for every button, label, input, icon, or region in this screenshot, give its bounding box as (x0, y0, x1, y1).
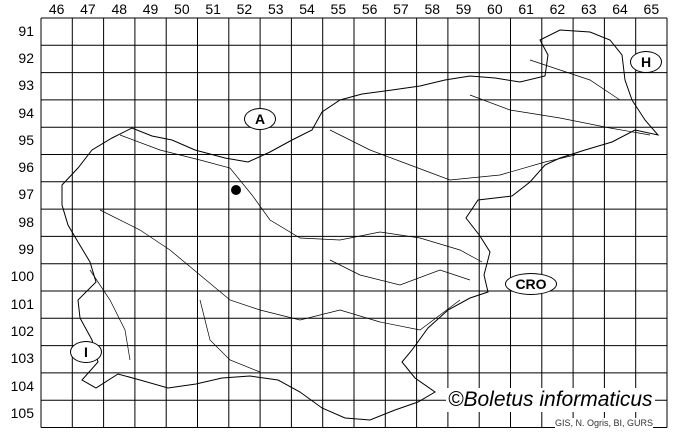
row-label: 104 (10, 377, 34, 394)
column-label: 49 (142, 1, 159, 17)
row-label: 96 (18, 159, 34, 176)
column-label: 62 (549, 1, 566, 17)
row-label: 101 (10, 295, 34, 312)
column-label: 54 (299, 1, 315, 17)
country-label-hungary: H (630, 51, 662, 73)
column-label: 61 (518, 1, 534, 17)
country-border (61, 29, 660, 421)
row-label: 98 (18, 213, 34, 230)
row-label: 93 (18, 77, 34, 94)
column-label: 60 (487, 1, 503, 17)
country-label-croatia: CRO (505, 273, 557, 295)
rivers (89, 59, 651, 373)
row-label: 91 (18, 22, 34, 39)
row-label: 95 (18, 131, 34, 148)
column-label: 56 (361, 1, 378, 17)
row-label: 92 (18, 49, 34, 66)
row-label: 97 (18, 186, 34, 203)
country-label-austria: A (244, 108, 276, 130)
column-label: 50 (174, 1, 190, 17)
row-label: 99 (18, 241, 34, 258)
column-label: 51 (205, 1, 221, 17)
credit-text: GIS, N. Ogris, BI, GURS (555, 418, 654, 428)
copyright-text: ©Boletus informaticus (446, 388, 655, 412)
column-label: 55 (330, 1, 347, 17)
occurrence-point (231, 185, 241, 195)
row-label: 94 (18, 104, 34, 121)
column-label: 65 (643, 1, 660, 17)
column-label: 58 (424, 1, 441, 17)
row-label: 100 (10, 268, 34, 285)
grid-lines (40, 17, 668, 428)
row-label: 103 (10, 350, 34, 367)
column-label: 52 (236, 1, 253, 17)
column-label: 63 (580, 1, 597, 17)
row-label: 102 (10, 322, 34, 339)
column-label: 47 (80, 1, 96, 17)
column-label: 48 (111, 1, 128, 17)
row-label: 105 (10, 404, 34, 421)
column-label: 53 (267, 1, 284, 17)
country-label-italy: I (70, 341, 102, 363)
column-label: 64 (612, 1, 628, 17)
column-label: 57 (393, 1, 409, 17)
column-label: 46 (48, 1, 65, 17)
column-label: 59 (455, 1, 472, 17)
